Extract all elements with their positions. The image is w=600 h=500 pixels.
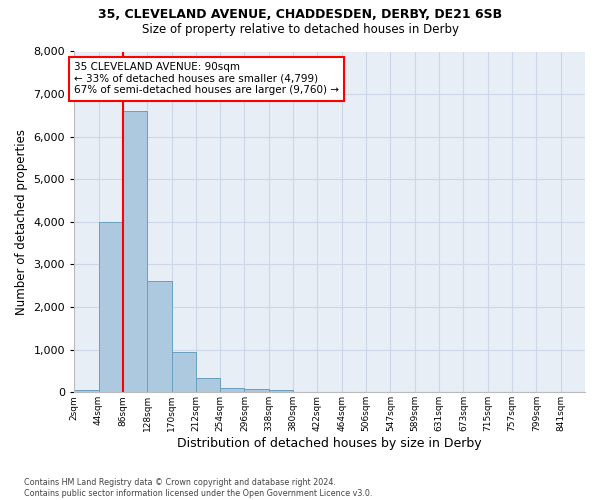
Bar bbox=[172, 352, 196, 393]
Bar bbox=[220, 388, 244, 392]
Text: Size of property relative to detached houses in Derby: Size of property relative to detached ho… bbox=[142, 22, 458, 36]
Bar bbox=[147, 280, 172, 392]
Bar bbox=[98, 222, 123, 392]
X-axis label: Distribution of detached houses by size in Derby: Distribution of detached houses by size … bbox=[177, 437, 482, 450]
Bar bbox=[196, 378, 220, 392]
Text: Contains HM Land Registry data © Crown copyright and database right 2024.
Contai: Contains HM Land Registry data © Crown c… bbox=[24, 478, 373, 498]
Bar bbox=[269, 390, 293, 392]
Bar bbox=[123, 111, 147, 392]
Text: 35 CLEVELAND AVENUE: 90sqm
← 33% of detached houses are smaller (4,799)
67% of s: 35 CLEVELAND AVENUE: 90sqm ← 33% of deta… bbox=[74, 62, 339, 96]
Bar bbox=[74, 390, 98, 392]
Text: 35, CLEVELAND AVENUE, CHADDESDEN, DERBY, DE21 6SB: 35, CLEVELAND AVENUE, CHADDESDEN, DERBY,… bbox=[98, 8, 502, 20]
Bar bbox=[244, 390, 269, 392]
Y-axis label: Number of detached properties: Number of detached properties bbox=[15, 129, 28, 315]
